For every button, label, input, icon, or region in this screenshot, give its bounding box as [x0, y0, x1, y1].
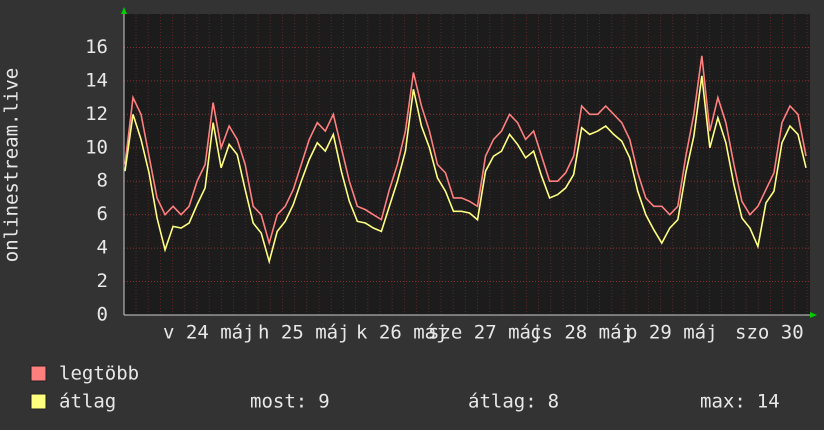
x-tick-label: h 25 máj: [258, 322, 350, 344]
y-tick-label: 4: [97, 237, 108, 259]
x-tick-label: p 29 máj: [626, 322, 718, 344]
stat-label: max:: [700, 391, 746, 413]
stat-value: 8: [548, 391, 559, 413]
y-tick-label: 16: [85, 36, 108, 58]
x-tick-label: v 24 máj: [163, 322, 255, 344]
legend-swatch: [30, 393, 47, 410]
legend-swatch: [30, 365, 47, 382]
y-tick-label: 6: [97, 203, 108, 225]
series-line: [124, 75, 807, 265]
stat-label: átlag:: [468, 391, 537, 413]
legend-label: legtöbb: [59, 363, 139, 385]
y-tick-label: 10: [85, 136, 108, 158]
y-axis-label: onlinestream.live: [1, 68, 23, 262]
x-tick-label: k 26 máj: [356, 322, 448, 344]
y-tick-label: 14: [85, 69, 108, 91]
y-tick-label: 2: [97, 270, 108, 292]
x-tick-label: szo 30: [735, 322, 804, 344]
stat-value: 9: [318, 391, 329, 413]
stat-value: 14: [757, 391, 780, 413]
x-tick-label: sze 27 máj: [428, 322, 542, 344]
series-line: [124, 55, 807, 247]
x-tick-label: cs 28 máj: [530, 322, 633, 344]
stat-label: most:: [250, 391, 307, 413]
plot-area: [124, 14, 810, 315]
y-tick-label: 8: [97, 170, 108, 192]
legend-label: átlag: [59, 391, 116, 413]
y-tick-label: 0: [97, 304, 108, 326]
y-tick-label: 12: [85, 103, 108, 125]
axis-arrow: [810, 312, 817, 318]
axis-arrow: [121, 7, 127, 14]
